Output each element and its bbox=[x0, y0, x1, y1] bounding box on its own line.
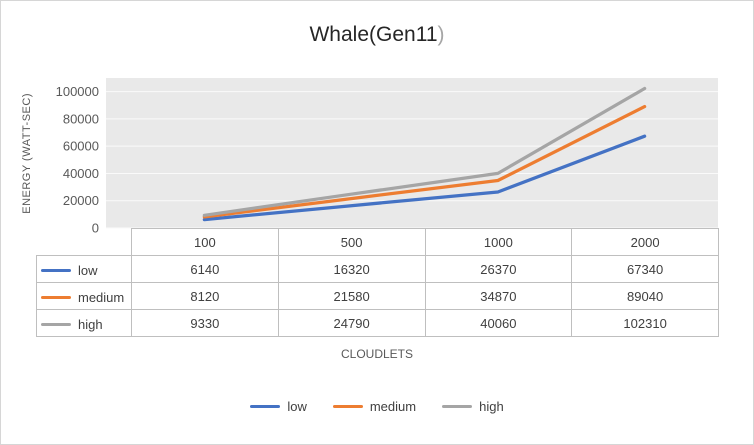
data-table: 100 500 1000 2000 low 6140 16320 26370 67340 medi… bbox=[36, 228, 719, 337]
legend-label: high bbox=[479, 399, 504, 414]
legend-key-line-icon bbox=[332, 405, 363, 408]
table-value-cell: 9330 bbox=[131, 309, 279, 337]
table-row-medium: medium 8120 21580 34870 89040 bbox=[36, 282, 719, 310]
table-header-row: 100 500 1000 2000 bbox=[37, 228, 719, 256]
legend-key-line-icon bbox=[250, 405, 281, 408]
chart-title-main: Whale(Gen11 bbox=[309, 23, 438, 46]
table-corner-cell bbox=[37, 229, 132, 256]
y-tick-label: 40000 bbox=[63, 166, 99, 181]
table-value-cell: 26370 bbox=[424, 255, 573, 283]
table-value-cell: 16320 bbox=[277, 255, 426, 283]
table-value-cell: 89040 bbox=[571, 282, 719, 310]
legend-item-high: high bbox=[442, 399, 504, 414]
legend-item-low: low bbox=[250, 399, 307, 414]
plot-area bbox=[106, 78, 718, 228]
table-value-cell: 67340 bbox=[571, 255, 719, 283]
legend-item-medium: medium bbox=[332, 399, 417, 414]
table-row-low: low 6140 16320 26370 67340 bbox=[36, 255, 719, 283]
series-key-cell: low bbox=[36, 255, 132, 283]
x-axis-title: CLOUDLETS bbox=[340, 347, 414, 361]
series-key-cell: medium bbox=[36, 282, 132, 310]
series-line-medium bbox=[202, 104, 647, 219]
series-name-label: high bbox=[78, 317, 103, 332]
table-value-cell: 102310 bbox=[571, 309, 719, 337]
table-header-cell: 2000 bbox=[571, 228, 719, 256]
table-header-cell: 1000 bbox=[424, 228, 573, 256]
series-key-line-icon bbox=[41, 296, 71, 299]
y-tick-label: 60000 bbox=[63, 139, 99, 154]
table-value-cell: 34870 bbox=[424, 282, 573, 310]
series-line-high bbox=[202, 86, 647, 217]
y-tick-label: 0 bbox=[92, 221, 99, 236]
y-tick-label: 20000 bbox=[63, 193, 99, 208]
table-value-cell: 40060 bbox=[424, 309, 573, 337]
table-value-cell: 6140 bbox=[131, 255, 279, 283]
series-key-cell: high bbox=[36, 309, 132, 337]
table-header-cell: 100 bbox=[131, 228, 279, 256]
table-value-cell: 24790 bbox=[277, 309, 426, 337]
chart-title-suffix: ) bbox=[437, 23, 445, 46]
plot-svg: 0 20000 40000 60000 80000 100000 bbox=[56, 78, 718, 236]
table-row-high: high 9330 24790 40060 102310 bbox=[36, 309, 719, 337]
series-key-line-icon bbox=[41, 269, 71, 272]
y-tick-label: 80000 bbox=[63, 111, 99, 126]
legend-label: medium bbox=[369, 399, 417, 414]
series-name-label: low bbox=[78, 263, 98, 278]
table-value-cell: 21580 bbox=[277, 282, 426, 310]
table-value-cell: 8120 bbox=[131, 282, 279, 310]
series-key-line-icon bbox=[41, 323, 71, 326]
legend: low medium high bbox=[1, 399, 753, 414]
y-tick-label: 100000 bbox=[56, 84, 99, 99]
legend-key-line-icon bbox=[442, 405, 473, 408]
legend-label: low bbox=[287, 399, 307, 414]
series-name-label: medium bbox=[78, 290, 125, 305]
series-line-low bbox=[202, 134, 647, 222]
chart-title: Whale(Gen11) bbox=[1, 23, 753, 47]
table-header-cell: 500 bbox=[277, 228, 426, 256]
